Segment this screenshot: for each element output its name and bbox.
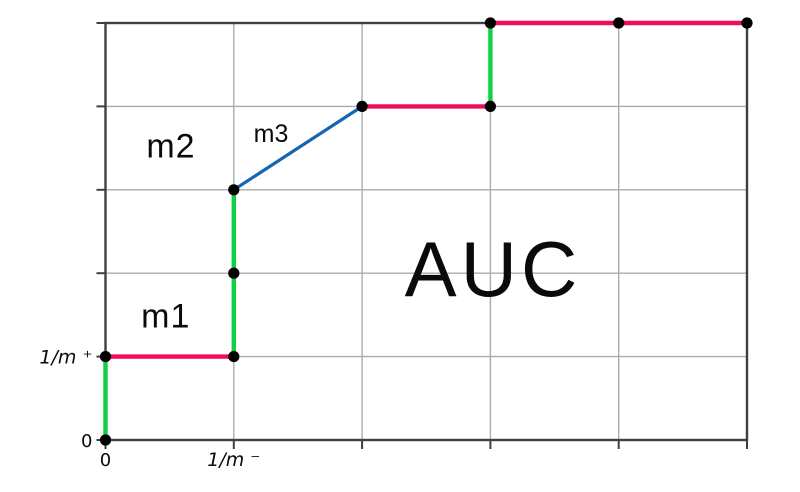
x-tick-label: 0 bbox=[100, 450, 111, 471]
data-point-marker bbox=[613, 17, 625, 29]
data-point-marker bbox=[228, 184, 240, 196]
data-point-marker bbox=[484, 100, 496, 112]
y-tick-label: 0 bbox=[81, 431, 92, 452]
data-point-marker bbox=[356, 100, 368, 112]
annotation-m3: m3 bbox=[254, 120, 289, 148]
annotation-m2: m2 bbox=[146, 127, 195, 165]
data-point-marker bbox=[228, 351, 240, 363]
plot-frame bbox=[104, 21, 749, 442]
x-tick-label: 1/m ⁻ bbox=[207, 449, 260, 471]
y-tick-label: 1/m ⁺ bbox=[39, 347, 92, 369]
annotation-auc: AUC bbox=[405, 225, 582, 313]
data-point-marker bbox=[99, 351, 112, 363]
data-point-marker bbox=[228, 267, 240, 279]
data-point-marker bbox=[741, 17, 753, 29]
annotation-m1: m1 bbox=[141, 298, 190, 336]
data-point-marker bbox=[484, 17, 496, 29]
data-point-marker bbox=[99, 434, 112, 446]
curve-segment-tie-segment bbox=[232, 105, 363, 192]
